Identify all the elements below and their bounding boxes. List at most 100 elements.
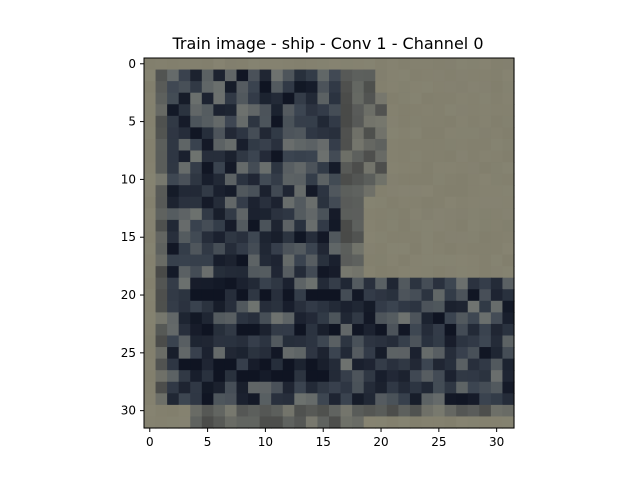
heatmap-cell bbox=[178, 254, 191, 267]
heatmap-cell bbox=[456, 381, 469, 394]
heatmap-cell bbox=[467, 300, 480, 313]
heatmap-cell bbox=[178, 138, 191, 152]
heatmap-cell bbox=[409, 196, 423, 209]
heatmap-cell bbox=[329, 266, 342, 279]
heatmap-cell bbox=[224, 381, 238, 394]
heatmap-cell bbox=[398, 404, 411, 418]
heatmap-cell bbox=[375, 404, 388, 418]
heatmap-cell bbox=[248, 162, 261, 175]
heatmap-cell bbox=[340, 219, 353, 233]
heatmap-cell bbox=[167, 219, 180, 233]
heatmap-cell bbox=[236, 266, 249, 279]
heatmap-cell bbox=[398, 416, 411, 429]
heatmap-cell bbox=[305, 347, 319, 360]
heatmap-cell bbox=[444, 312, 457, 325]
heatmap-cell bbox=[456, 266, 469, 279]
heatmap-cell bbox=[490, 208, 504, 221]
heatmap-cell bbox=[502, 173, 515, 186]
heatmap-cell bbox=[190, 104, 203, 117]
heatmap-cell bbox=[236, 92, 249, 105]
heatmap-cell bbox=[236, 162, 249, 175]
heatmap-cell bbox=[375, 58, 388, 71]
x-tick-label: 20 bbox=[373, 435, 388, 449]
heatmap-cell bbox=[352, 347, 365, 360]
heatmap-cell bbox=[271, 370, 284, 383]
heatmap-cell bbox=[386, 266, 399, 279]
heatmap-cell bbox=[421, 358, 434, 371]
heatmap-cell bbox=[363, 208, 376, 221]
heatmap-cell bbox=[502, 266, 515, 279]
heatmap-cell bbox=[155, 323, 168, 337]
heatmap-cell bbox=[259, 115, 272, 128]
heatmap-cell bbox=[213, 266, 226, 279]
heatmap-cell bbox=[490, 335, 504, 348]
heatmap-cell bbox=[456, 254, 469, 267]
heatmap-cell bbox=[444, 185, 457, 198]
heatmap-cell bbox=[144, 243, 157, 256]
heatmap-cell bbox=[282, 219, 295, 233]
heatmap-cell bbox=[259, 347, 272, 360]
heatmap-cell bbox=[259, 416, 272, 429]
heatmap-cell bbox=[178, 370, 191, 383]
heatmap-cell bbox=[352, 300, 365, 313]
heatmap-cell bbox=[340, 173, 353, 186]
heatmap-cell bbox=[352, 92, 365, 105]
heatmap-cell bbox=[363, 69, 376, 82]
heatmap-cell bbox=[352, 219, 365, 233]
heatmap-cell bbox=[317, 138, 330, 152]
heatmap-cell bbox=[144, 335, 157, 348]
heatmap-cell bbox=[398, 335, 411, 348]
heatmap-cell bbox=[409, 289, 423, 302]
heatmap-cell bbox=[490, 347, 504, 360]
heatmap-cell bbox=[444, 150, 457, 163]
heatmap-cell bbox=[305, 127, 319, 140]
heatmap-cell bbox=[305, 312, 319, 325]
heatmap-cell bbox=[409, 208, 423, 221]
heatmap-cell bbox=[433, 266, 446, 279]
heatmap-cell bbox=[490, 104, 504, 117]
heatmap-cell bbox=[155, 115, 168, 128]
heatmap-cell bbox=[502, 185, 515, 198]
heatmap-cell bbox=[467, 231, 480, 244]
heatmap-image bbox=[144, 58, 515, 429]
heatmap-cell bbox=[236, 231, 249, 244]
heatmap-cell bbox=[224, 289, 238, 302]
heatmap-cell bbox=[190, 138, 203, 152]
heatmap-cell bbox=[305, 81, 319, 94]
heatmap-cell bbox=[502, 335, 515, 348]
heatmap-cell bbox=[502, 254, 515, 267]
heatmap-cell bbox=[248, 92, 261, 105]
heatmap-cell bbox=[375, 196, 388, 209]
heatmap-cell bbox=[305, 393, 319, 406]
heatmap-cell bbox=[398, 127, 411, 140]
heatmap-cell bbox=[363, 81, 376, 94]
heatmap-cell bbox=[329, 208, 342, 221]
heatmap-cell bbox=[340, 254, 353, 267]
heatmap-cell bbox=[178, 289, 191, 302]
heatmap-cell bbox=[502, 162, 515, 175]
heatmap-cell bbox=[329, 254, 342, 267]
heatmap-cell bbox=[329, 162, 342, 175]
heatmap-cell bbox=[305, 266, 319, 279]
heatmap-cell bbox=[421, 150, 434, 163]
heatmap-cell bbox=[201, 185, 214, 198]
heatmap-cell bbox=[213, 277, 226, 290]
heatmap-cell bbox=[201, 312, 214, 325]
heatmap-cell bbox=[190, 381, 203, 394]
heatmap-cell bbox=[213, 358, 226, 371]
heatmap-cell bbox=[178, 335, 191, 348]
heatmap-cell bbox=[317, 243, 330, 256]
heatmap-cell bbox=[386, 69, 399, 82]
heatmap-cell bbox=[363, 104, 376, 117]
heatmap-cell bbox=[190, 347, 203, 360]
heatmap-cell bbox=[456, 185, 469, 198]
heatmap-cell bbox=[259, 150, 272, 163]
heatmap-cell bbox=[409, 231, 423, 244]
heatmap-cell bbox=[490, 323, 504, 337]
heatmap-cell bbox=[444, 358, 457, 371]
heatmap-cell bbox=[178, 300, 191, 313]
heatmap-cell bbox=[271, 69, 284, 82]
heatmap-cell bbox=[375, 150, 388, 163]
heatmap-cell bbox=[201, 92, 214, 105]
heatmap-cell bbox=[213, 69, 226, 82]
